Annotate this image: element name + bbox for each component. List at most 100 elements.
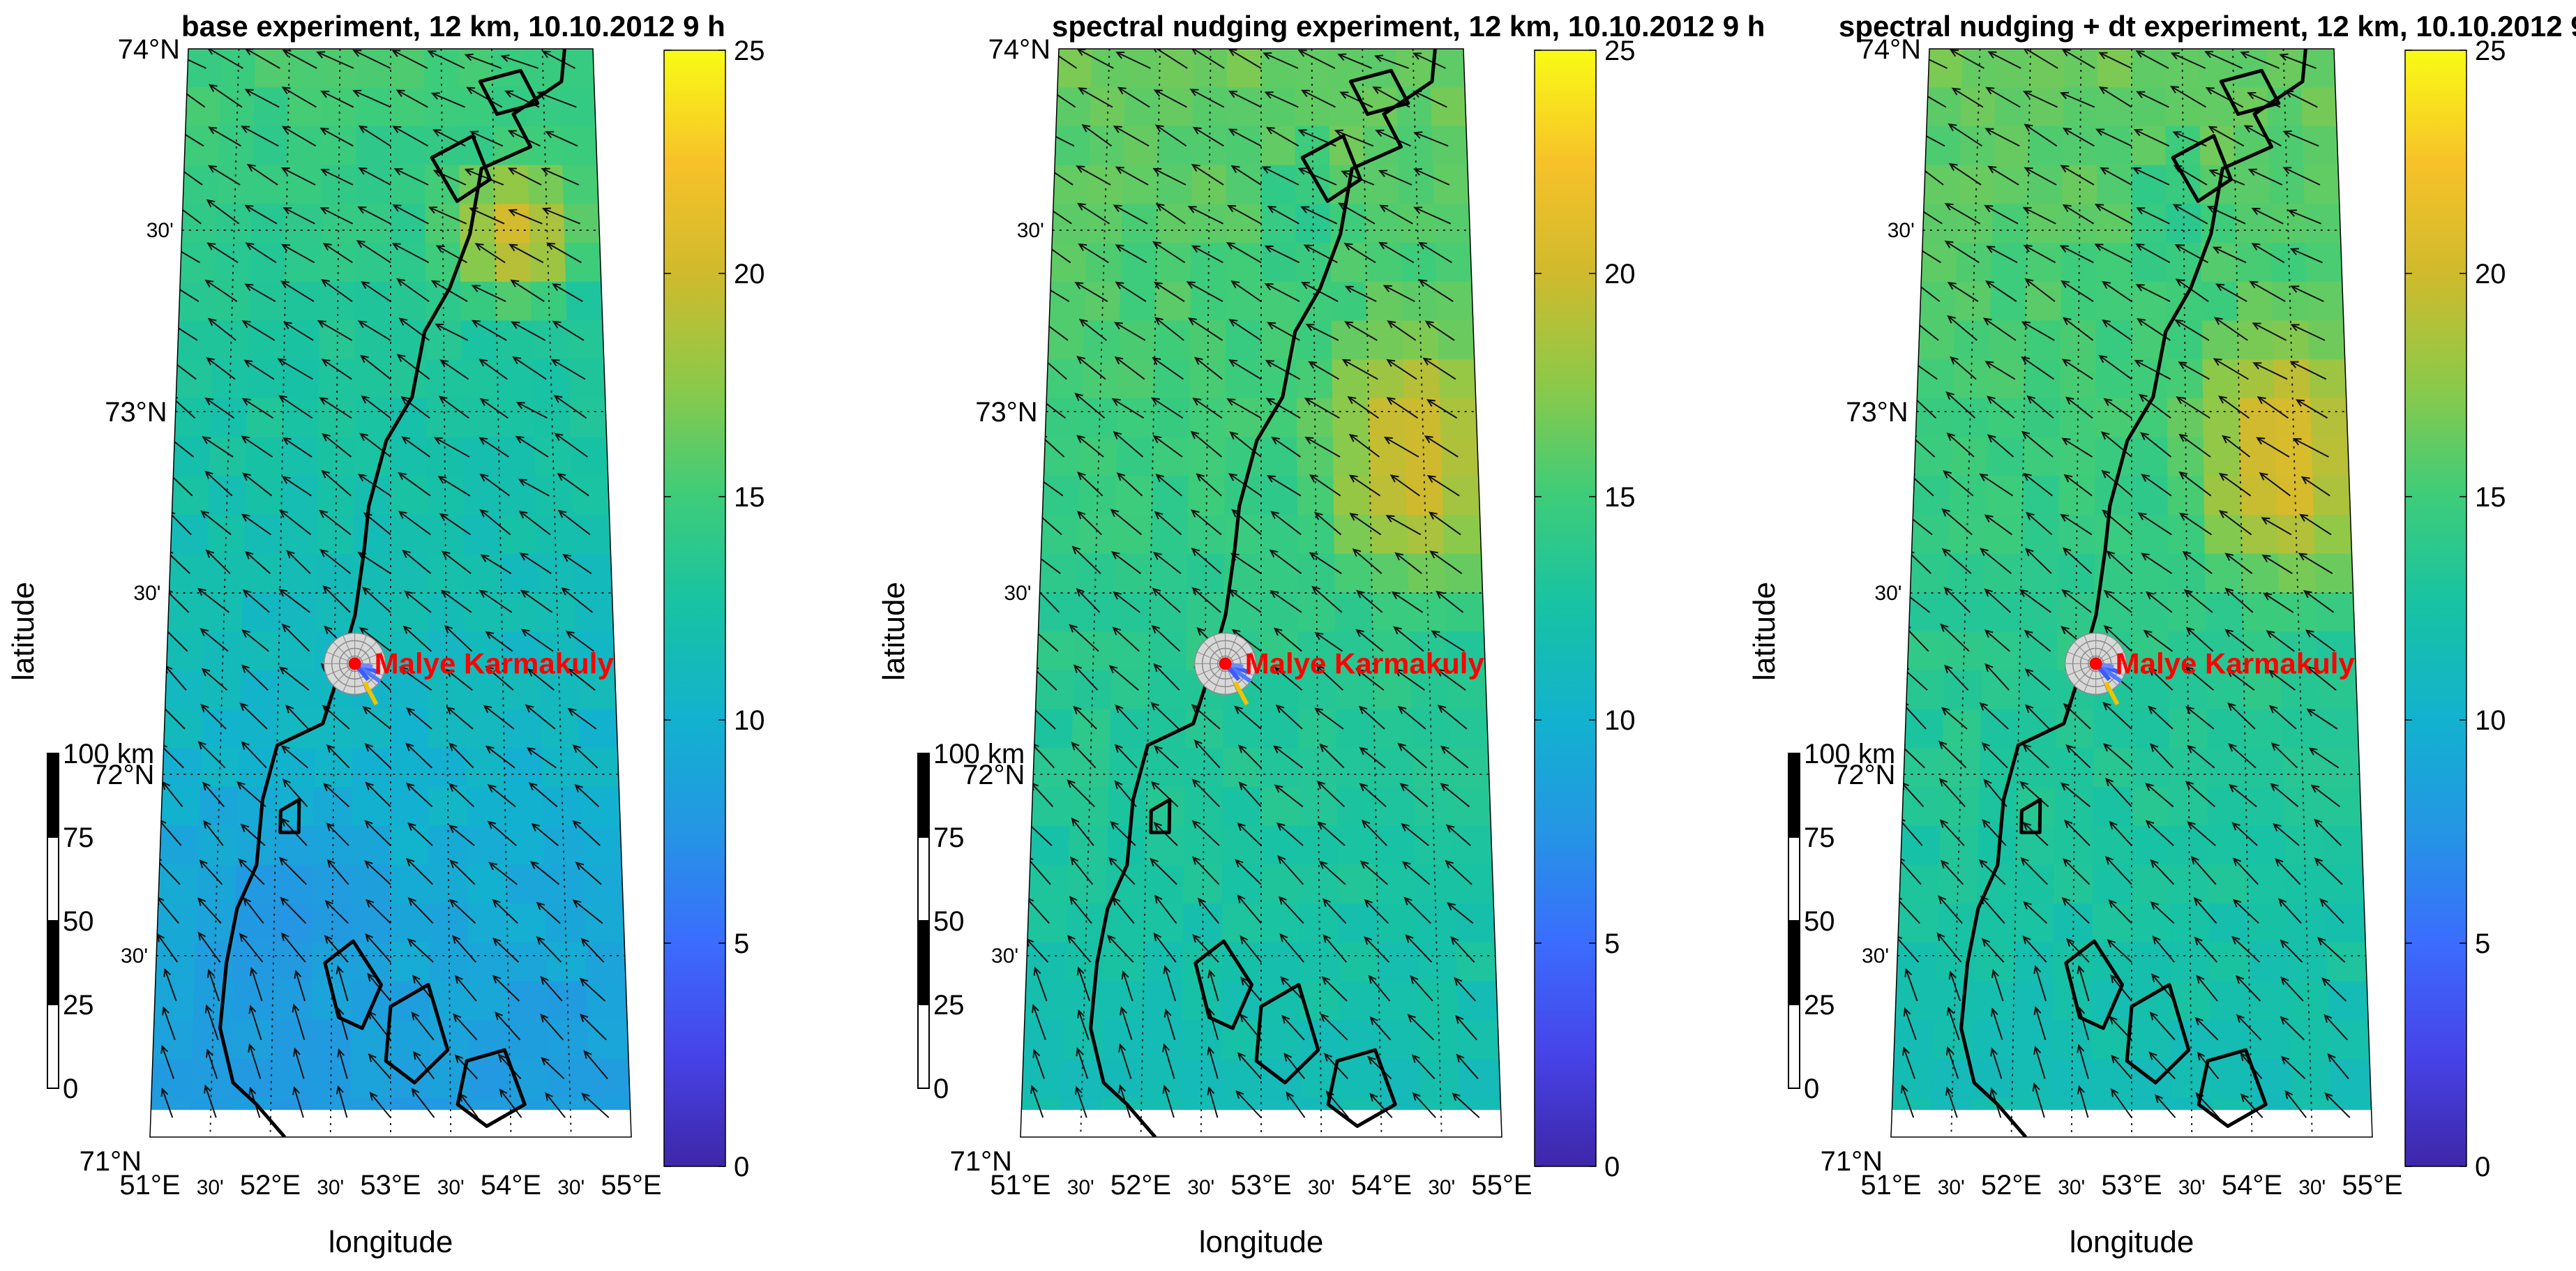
field-cell bbox=[2131, 748, 2171, 788]
field-cell bbox=[1077, 515, 1116, 555]
wind-arrow-head bbox=[449, 898, 458, 908]
wind-arrow bbox=[282, 243, 315, 264]
wind-arrow bbox=[1980, 474, 2014, 497]
lon-tick: 51°E bbox=[990, 1170, 1050, 1201]
wind-arrow-head bbox=[1429, 550, 1438, 559]
wind-arrow bbox=[1237, 822, 1262, 846]
wind-arrow bbox=[204, 1085, 217, 1118]
wind-arrow-head bbox=[487, 820, 497, 829]
wind-arrow-head bbox=[1978, 859, 1988, 868]
wind-arrow bbox=[1274, 785, 1304, 808]
field-cell bbox=[1027, 903, 1068, 943]
wind-arrow-head bbox=[1153, 822, 1163, 831]
field-cell bbox=[181, 204, 218, 244]
field-cell bbox=[461, 359, 499, 399]
wind-arrow-head bbox=[492, 975, 502, 984]
wind-arrow-head bbox=[1413, 131, 1423, 139]
wind-arrow-head bbox=[1187, 317, 1197, 326]
coastline-island bbox=[1348, 68, 1410, 116]
field-cell bbox=[1952, 359, 1990, 399]
wind-arrow-head bbox=[2065, 938, 2075, 947]
scalebar-segment bbox=[47, 1004, 59, 1089]
map-frame bbox=[149, 48, 632, 1138]
field-cell bbox=[1378, 981, 1419, 1021]
wind-arrow bbox=[1154, 89, 1187, 108]
wind-arrow-head bbox=[1308, 361, 1318, 369]
wind-arrow-head bbox=[2098, 52, 2108, 60]
wind-arrow bbox=[199, 859, 223, 885]
field-cell bbox=[2167, 320, 2204, 361]
wind-arrow-head bbox=[2190, 855, 2199, 865]
wind-arrow-head bbox=[1076, 435, 1085, 444]
field-cell bbox=[201, 709, 241, 749]
wind-arrow bbox=[2061, 165, 2095, 186]
lat-tick-minor: 30' bbox=[1888, 219, 1915, 242]
wind-arrow bbox=[2225, 588, 2254, 613]
wind-arrow-head bbox=[1237, 894, 1246, 903]
wind-arrow-head bbox=[282, 437, 292, 445]
wind-arrow-head bbox=[449, 859, 458, 868]
field-cell bbox=[1336, 748, 1376, 788]
wind-arrow bbox=[2061, 514, 2093, 536]
field-cell bbox=[1992, 165, 2029, 205]
wind-arrow-head bbox=[1152, 587, 1161, 596]
wind-arrow-head bbox=[1903, 1007, 1911, 1017]
wind-arrow-head bbox=[1424, 320, 1434, 329]
wind-arrow bbox=[197, 898, 222, 924]
wind-arrow bbox=[1945, 241, 1980, 264]
wind-arrow-head bbox=[1207, 969, 1216, 979]
wind-arrow-head bbox=[2280, 1055, 2290, 1065]
field-cell bbox=[218, 126, 255, 166]
wind-arrow-head bbox=[1364, 898, 1373, 908]
field-cell bbox=[2131, 243, 2167, 283]
field-cell bbox=[1024, 981, 1066, 1021]
scalebar-label: 25 bbox=[63, 990, 94, 1021]
wind-arrow bbox=[206, 200, 240, 225]
wind-arrow bbox=[2136, 243, 2171, 264]
field-cell bbox=[527, 165, 564, 205]
wind-arrow bbox=[1154, 511, 1182, 536]
field-cell bbox=[1395, 49, 1431, 89]
wind-arrow bbox=[246, 89, 280, 108]
wind-arrow-head bbox=[449, 825, 458, 833]
field-cell bbox=[529, 243, 567, 283]
wind-arrow-head bbox=[319, 509, 328, 518]
lon-tick: 55°E bbox=[601, 1170, 661, 1201]
field-cell bbox=[497, 398, 535, 438]
wind-arrow-head bbox=[411, 1088, 420, 1097]
field-cell bbox=[1901, 787, 1942, 827]
wind-arrow-head bbox=[2224, 552, 2234, 562]
field-cell bbox=[2248, 942, 2289, 982]
wind-arrow bbox=[2099, 355, 2132, 380]
wind-arrow bbox=[2185, 666, 2214, 691]
wind-arrow-head bbox=[1356, 589, 1365, 599]
wind-arrow bbox=[1271, 511, 1302, 536]
wind-arrow bbox=[2278, 898, 2302, 924]
field-cell bbox=[170, 515, 209, 555]
wind-arrow-head bbox=[1945, 1086, 1953, 1096]
field-cell bbox=[1991, 243, 2028, 283]
wind-arrow bbox=[1413, 52, 1446, 69]
wind-arrow bbox=[1192, 857, 1220, 885]
field-cell bbox=[175, 359, 213, 399]
wind-arrow bbox=[1082, 124, 1113, 147]
wind-arrow-head bbox=[1111, 398, 1121, 406]
field-cell bbox=[1296, 320, 1333, 361]
wind-arrow-head bbox=[411, 1011, 420, 1021]
wind-arrow bbox=[1274, 667, 1303, 691]
field-cell bbox=[1298, 709, 1337, 749]
wind-arrow bbox=[321, 91, 354, 108]
field-cell bbox=[2169, 709, 2208, 749]
field-cell bbox=[561, 126, 598, 166]
lat-tick-minor: 30' bbox=[121, 945, 148, 968]
wind-arrow-head bbox=[242, 472, 251, 481]
field-cell bbox=[160, 787, 201, 827]
field-cell bbox=[1984, 515, 2023, 555]
wind-arrow bbox=[2210, 170, 2245, 186]
coastline-island bbox=[1254, 983, 1320, 1085]
wind-arrow bbox=[1413, 1092, 1436, 1118]
wind-arrow-head bbox=[168, 123, 178, 132]
wind-arrow bbox=[1346, 285, 1377, 303]
field-cell bbox=[2131, 553, 2169, 594]
